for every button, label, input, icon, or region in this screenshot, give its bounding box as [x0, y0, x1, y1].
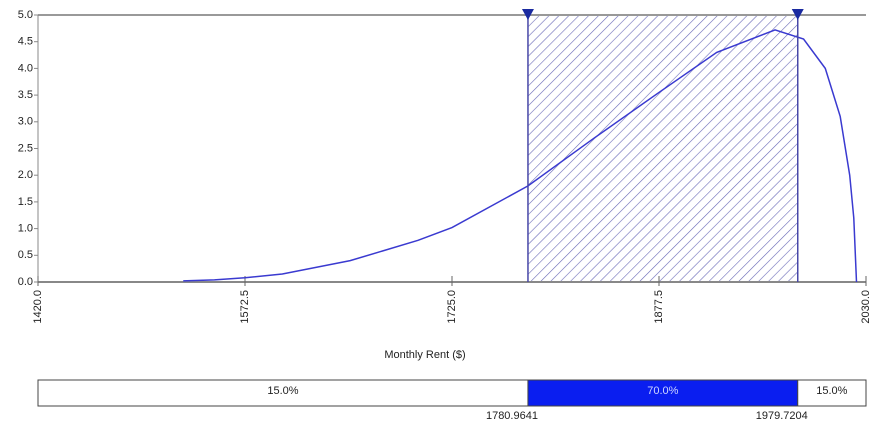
- band-segment: [37, 379, 529, 407]
- y-tick-label: 2.5: [18, 142, 33, 154]
- y-tick-label: 1.0: [18, 223, 33, 235]
- x-axis-label: Monthly Rent ($): [384, 349, 465, 361]
- delimiter-label: 1979.7204: [756, 410, 808, 422]
- density-curve: [183, 29, 858, 283]
- band-segment: [527, 379, 799, 407]
- delimiter-handle: [791, 9, 804, 20]
- x-tick-label: 1725.0: [446, 290, 458, 324]
- band-label: 15.0%: [816, 385, 847, 397]
- y-tick-label: 0.5: [18, 249, 33, 261]
- y-tick-label: 2.0: [18, 169, 33, 181]
- x-tick-label: 1572.5: [239, 290, 251, 324]
- y-tick-label: 3.5: [18, 89, 33, 101]
- y-tick-label: 0.0: [18, 276, 33, 288]
- y-tick-label: 4.5: [18, 36, 33, 48]
- x-tick-label: 2030.0: [860, 290, 869, 324]
- selected-region: [527, 15, 798, 282]
- band-segment: [797, 379, 867, 407]
- y-tick-label: 1.5: [18, 196, 33, 208]
- band-label: 70.0%: [647, 385, 678, 397]
- delimiter-handle: [521, 9, 534, 20]
- band-label: 15.0%: [267, 385, 298, 397]
- y-tick-label: 3.0: [18, 116, 33, 128]
- y-tick-label: 4.0: [18, 62, 33, 74]
- y-tick-label: 5.0: [18, 9, 33, 21]
- delimiter-label: 1780.9641: [486, 410, 538, 422]
- x-tick-label: 1877.5: [653, 290, 665, 324]
- x-tick-label: 1420.0: [32, 290, 44, 324]
